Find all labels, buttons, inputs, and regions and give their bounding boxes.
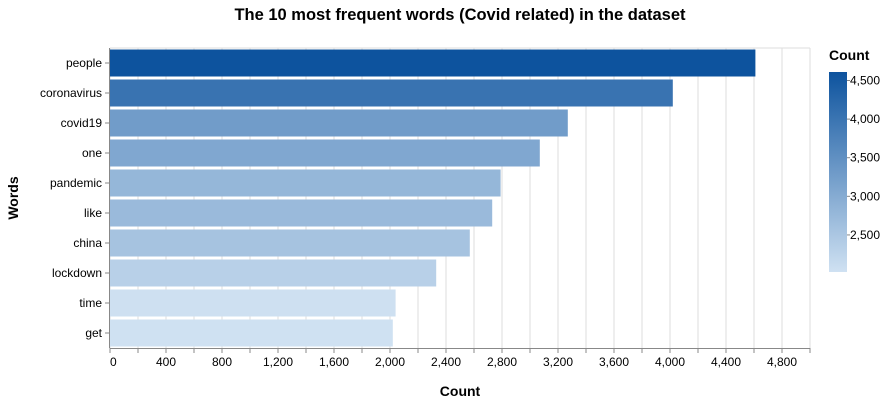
x-tick-label: 0 xyxy=(110,355,117,369)
x-tick-label: 4,400 xyxy=(711,355,741,369)
y-tick-label: lockdown xyxy=(52,266,102,280)
bar-covid19 xyxy=(110,109,568,137)
x-tick-label: 4,800 xyxy=(767,355,797,369)
y-axis-title: Words xyxy=(5,176,21,220)
bar-china xyxy=(110,229,470,257)
y-tick-label: covid19 xyxy=(61,116,103,130)
y-tick-label: china xyxy=(73,236,102,250)
x-tick-label: 2,800 xyxy=(487,355,517,369)
legend-tick-label: 4,000 xyxy=(850,112,880,126)
legend-tick-label: 3,000 xyxy=(850,189,880,203)
y-tick-label: time xyxy=(79,296,102,310)
bar-get xyxy=(110,319,393,347)
legend-title: Count xyxy=(829,47,870,63)
x-tick-label: 1,600 xyxy=(319,355,349,369)
bar-people xyxy=(110,49,756,77)
bar-coronavirus xyxy=(110,79,673,107)
bar-lockdown xyxy=(110,259,437,287)
x-axis-title: Count xyxy=(440,383,481,399)
y-tick-label: like xyxy=(84,206,102,220)
legend-tick-label: 4,500 xyxy=(850,73,880,87)
bar-one xyxy=(110,139,540,167)
y-tick-label: get xyxy=(85,326,102,340)
y-tick-label: pandemic xyxy=(50,176,102,190)
y-tick-label: people xyxy=(66,56,102,70)
x-tick-label: 400 xyxy=(156,355,176,369)
legend-tick-label: 2,500 xyxy=(850,228,880,242)
x-tick-label: 1,200 xyxy=(263,355,293,369)
bar-pandemic xyxy=(110,169,501,197)
x-tick-label: 2,400 xyxy=(431,355,461,369)
y-tick-label: coronavirus xyxy=(40,86,102,100)
chart-title: The 10 most frequent words (Covid relate… xyxy=(234,6,686,24)
x-tick-label: 2,000 xyxy=(375,355,405,369)
legend-gradient-bar xyxy=(829,72,847,272)
x-tick-label: 3,600 xyxy=(599,355,629,369)
bar-time xyxy=(110,289,396,317)
x-tick-label: 3,200 xyxy=(543,355,573,369)
x-tick-label: 4,000 xyxy=(655,355,685,369)
x-tick-label: 800 xyxy=(212,355,232,369)
bars-layer xyxy=(110,49,756,347)
axes-layer: 0 400 800 1,200 1,600 2,000 2,400 2,800 3,200 3,6… xyxy=(40,48,811,369)
bar-like xyxy=(110,199,493,227)
color-legend: Count 2,500 3,000 3,500 4,000 4,500 xyxy=(829,47,880,272)
y-tick-label: one xyxy=(82,146,102,160)
legend-tick-label: 3,500 xyxy=(850,151,880,165)
